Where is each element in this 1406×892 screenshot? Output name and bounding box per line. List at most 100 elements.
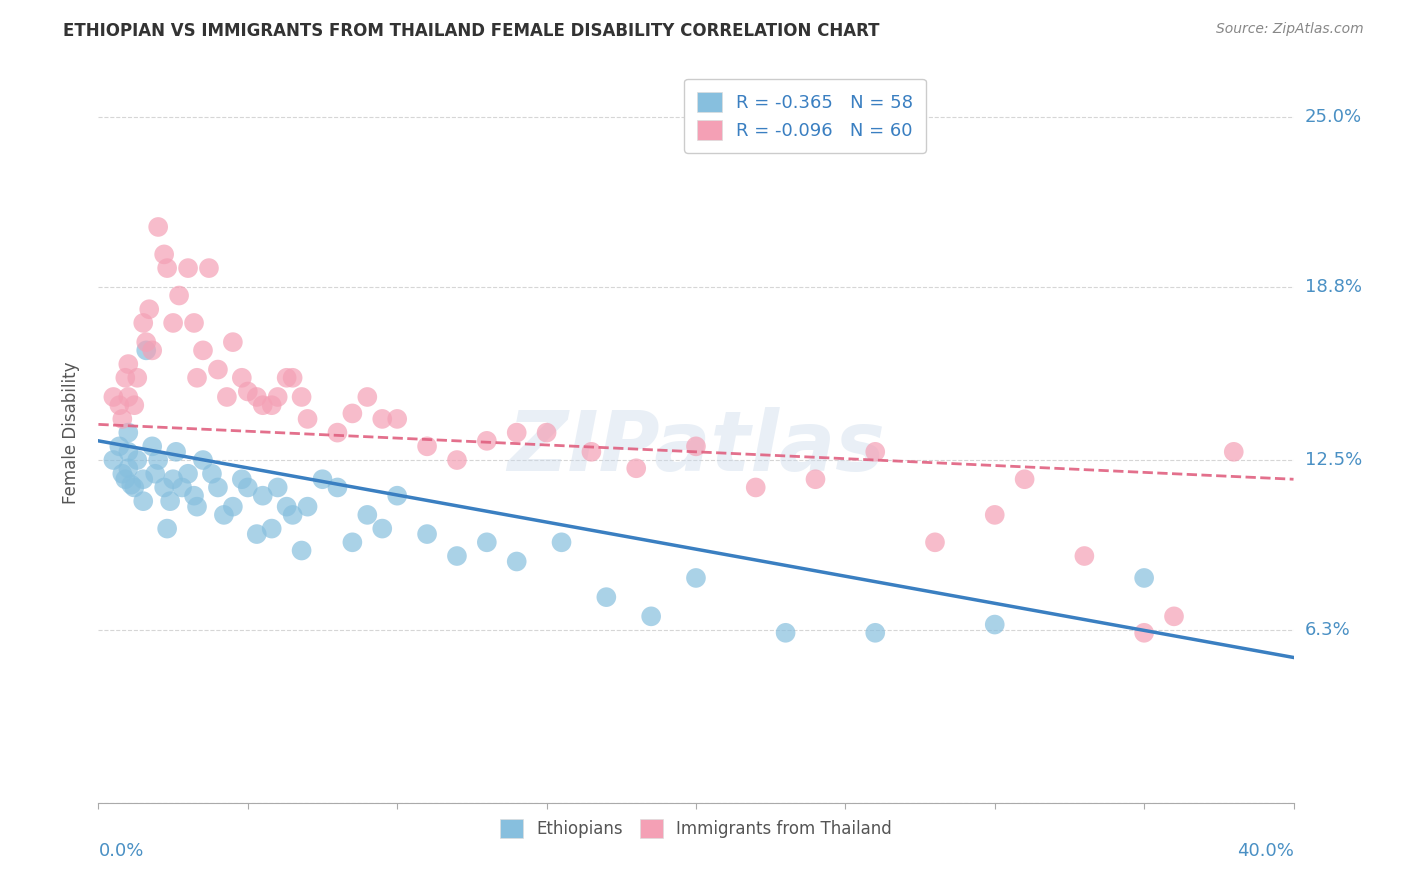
Point: [865, 625, 887, 640]
Point: [124, 398, 146, 412]
Text: 6.3%: 6.3%: [1305, 621, 1350, 639]
Point: [212, 508, 235, 522]
Point: [685, 439, 707, 453]
Point: [207, 362, 229, 376]
Point: [231, 472, 253, 486]
Point: [281, 371, 304, 385]
Point: [342, 535, 364, 549]
Point: [162, 472, 184, 486]
Point: [595, 590, 617, 604]
Point: [291, 390, 314, 404]
Legend: Ethiopians, Immigrants from Thailand: Ethiopians, Immigrants from Thailand: [492, 810, 900, 847]
Point: [326, 425, 349, 440]
Point: [260, 522, 283, 536]
Point: [153, 247, 176, 261]
Point: [108, 398, 131, 412]
Point: [108, 439, 131, 453]
Point: [135, 335, 157, 350]
Point: [167, 288, 190, 302]
Point: [281, 508, 304, 522]
Point: [153, 480, 176, 494]
Point: [156, 261, 179, 276]
Point: [207, 480, 229, 494]
Text: 0.0%: 0.0%: [98, 842, 143, 860]
Point: [127, 453, 149, 467]
Point: [114, 472, 136, 486]
Point: [132, 472, 155, 486]
Point: [111, 412, 134, 426]
Point: [159, 494, 181, 508]
Point: [1133, 625, 1156, 640]
Point: [311, 472, 333, 486]
Point: [326, 480, 349, 494]
Point: [141, 343, 163, 358]
Point: [148, 219, 170, 234]
Point: [446, 453, 468, 467]
Point: [198, 261, 221, 276]
Point: [626, 461, 648, 475]
Point: [215, 390, 238, 404]
Point: [186, 371, 208, 385]
Point: [117, 390, 139, 404]
Point: [246, 390, 269, 404]
Text: 12.5%: 12.5%: [1305, 451, 1362, 469]
Point: [506, 554, 529, 568]
Point: [984, 508, 1007, 522]
Point: [165, 445, 187, 459]
Point: [236, 384, 259, 399]
Point: [114, 371, 136, 385]
Point: [117, 461, 139, 475]
Point: [120, 477, 142, 491]
Point: [103, 390, 125, 404]
Point: [342, 406, 364, 420]
Point: [141, 439, 163, 453]
Point: [117, 425, 139, 440]
Point: [685, 571, 707, 585]
Point: [297, 500, 319, 514]
Point: [162, 316, 184, 330]
Point: [385, 489, 409, 503]
Point: [222, 335, 245, 350]
Point: [222, 500, 245, 514]
Text: ZIPatlas: ZIPatlas: [508, 407, 884, 488]
Point: [506, 425, 529, 440]
Point: [291, 543, 314, 558]
Point: [536, 425, 558, 440]
Point: [924, 535, 946, 549]
Point: [385, 412, 409, 426]
Point: [156, 522, 179, 536]
Point: [416, 439, 439, 453]
Point: [111, 467, 134, 481]
Point: [132, 494, 155, 508]
Point: [1073, 549, 1095, 563]
Point: [103, 453, 125, 467]
Point: [356, 390, 378, 404]
Point: [267, 480, 290, 494]
Point: [143, 467, 166, 481]
Point: [804, 472, 827, 486]
Point: [191, 453, 214, 467]
Point: [581, 445, 603, 459]
Point: [371, 412, 394, 426]
Point: [1014, 472, 1036, 486]
Point: [135, 343, 157, 358]
Point: [297, 412, 319, 426]
Text: 40.0%: 40.0%: [1237, 842, 1294, 860]
Point: [446, 549, 468, 563]
Point: [276, 371, 298, 385]
Point: [356, 508, 378, 522]
Point: [475, 434, 498, 448]
Point: [252, 489, 274, 503]
Point: [177, 467, 200, 481]
Y-axis label: Female Disability: Female Disability: [62, 361, 80, 504]
Point: [745, 480, 768, 494]
Text: Source: ZipAtlas.com: Source: ZipAtlas.com: [1216, 22, 1364, 37]
Point: [177, 261, 200, 276]
Point: [416, 527, 439, 541]
Point: [148, 453, 170, 467]
Text: ETHIOPIAN VS IMMIGRANTS FROM THAILAND FEMALE DISABILITY CORRELATION CHART: ETHIOPIAN VS IMMIGRANTS FROM THAILAND FE…: [63, 22, 880, 40]
Point: [191, 343, 214, 358]
Point: [865, 445, 887, 459]
Point: [183, 316, 205, 330]
Text: 18.8%: 18.8%: [1305, 278, 1361, 296]
